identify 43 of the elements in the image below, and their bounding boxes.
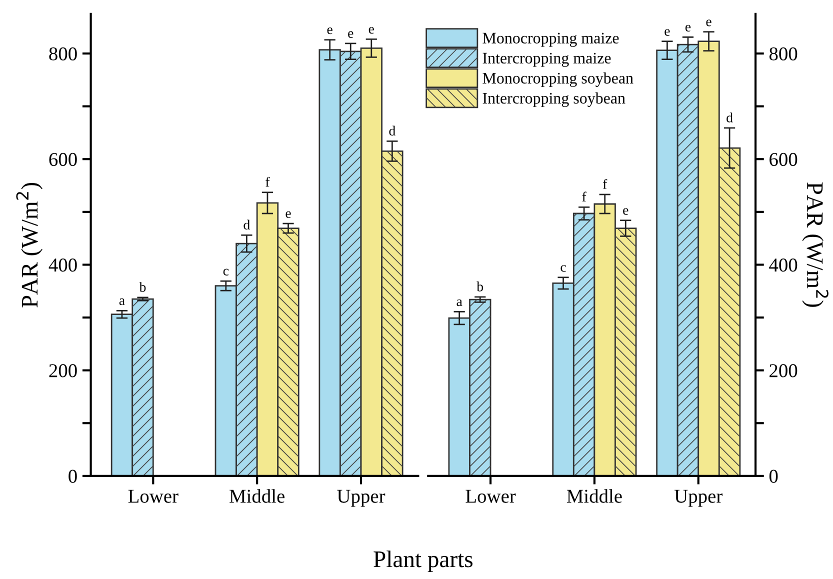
data-label: c <box>223 268 229 276</box>
data-label: c <box>560 265 566 272</box>
x-tick-label: Middle <box>230 489 284 503</box>
x-tick-label: Upper <box>674 490 722 507</box>
data-label: e <box>327 27 332 34</box>
y2-tick-label: 400 <box>769 258 798 272</box>
y2-tick-label: 600 <box>770 152 798 166</box>
x-axis-title: Plant parts <box>374 550 472 572</box>
data-label: f <box>266 176 270 187</box>
y-tick-label: 200 <box>49 364 77 378</box>
y-tick-label: 400 <box>48 258 77 272</box>
x-tick-label: Upper <box>337 490 386 507</box>
y2-tick-label: 0 <box>769 470 778 483</box>
data-label: a <box>456 299 462 306</box>
y-tick-label: 600 <box>49 152 77 166</box>
data-label: e <box>664 29 670 36</box>
data-label: b <box>476 282 484 292</box>
data-label: e <box>368 26 374 34</box>
x-tick-label: Lower <box>128 490 178 503</box>
legend-label: Monocropping soybean <box>482 72 634 87</box>
y2-axis-title: PAR (W/m$^{2}$) <box>802 182 828 307</box>
y2-tick-label: 200 <box>770 364 798 378</box>
y-tick-label: 800 <box>49 47 77 60</box>
data-label: e <box>623 208 628 215</box>
data-label: b <box>139 282 146 292</box>
data-label: d <box>726 112 733 122</box>
data-label: e <box>286 211 291 218</box>
x-tick-label: Lower <box>466 490 516 503</box>
data-label: f <box>602 178 608 189</box>
data-label: d <box>389 126 396 136</box>
legend-label: Intercropping soybean <box>482 92 626 107</box>
data-label: e <box>685 24 691 32</box>
y-tick-label: 0 <box>68 470 77 483</box>
data-label: e <box>706 20 712 26</box>
data-label: d <box>244 220 250 230</box>
y-axis-title: PAR (W/m$^{2}$) <box>16 182 43 308</box>
legend-label: Monocropping maize <box>482 32 619 47</box>
data-label: a <box>119 298 125 306</box>
x-tick-label: Middle <box>566 489 622 503</box>
legend-label: Intercropping maize <box>482 52 611 67</box>
data-label: f <box>582 192 586 202</box>
data-label: e <box>348 31 354 38</box>
y2-tick-label: 800 <box>769 47 798 60</box>
